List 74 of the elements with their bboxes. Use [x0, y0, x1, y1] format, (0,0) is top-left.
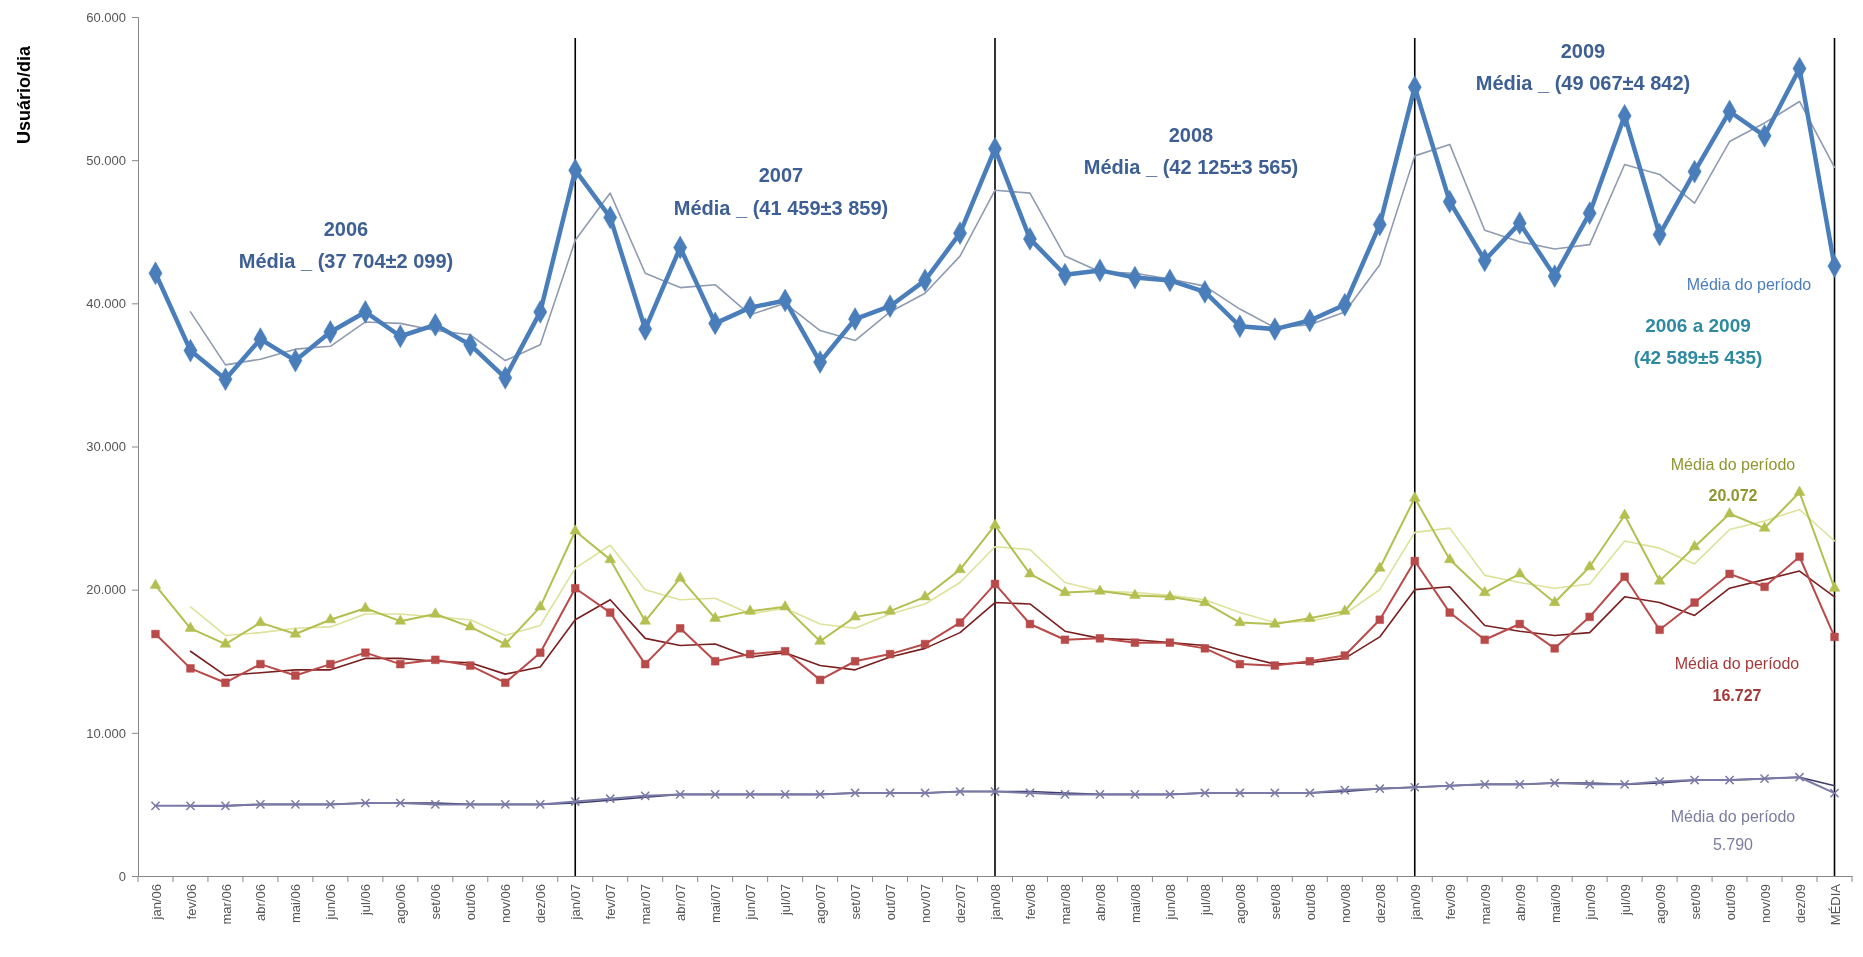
x-tick-label: set/07 [848, 884, 864, 920]
annotation: Média do período [1670, 456, 1796, 473]
x-tick-label: set/06 [428, 884, 444, 920]
x-tick-label: mar/09 [1477, 884, 1493, 925]
x-tick-label: jun/07 [743, 884, 759, 921]
y-tick-label: 60.000 [86, 9, 126, 25]
x-tick-label: jan/08 [988, 884, 1004, 921]
annotation: 2008 [1168, 124, 1214, 146]
annotation: Média do período [1674, 655, 1800, 672]
x-tick-label: dez/06 [533, 884, 549, 924]
annotation: Média do período [1670, 808, 1796, 825]
x-tick-label: jul/07 [778, 884, 794, 917]
x-tick-label: dez/09 [1792, 884, 1808, 924]
x-tick-label: MÉDIA [1827, 883, 1843, 926]
x-tick-label: ago/06 [393, 884, 409, 924]
x-tick-label: fev/06 [183, 884, 199, 920]
x-tick-label: jul/08 [1197, 884, 1213, 917]
x-tick-label: fev/09 [1442, 884, 1458, 920]
x-tick-label: dez/08 [1372, 884, 1388, 924]
x-tick-label: jul/09 [1617, 884, 1633, 917]
x-tick-label: jan/09 [1407, 884, 1423, 921]
x-tick-label: fev/07 [603, 884, 619, 920]
x-tick-label: mai/08 [1127, 884, 1143, 924]
annotation: Média _ (42 125±3 565) [1083, 156, 1299, 178]
y-tick-label: 20.000 [86, 582, 126, 598]
x-tick-label: mar/06 [218, 884, 234, 925]
y-tick-label: 40.000 [86, 295, 126, 311]
y-tick-label: 0 [118, 868, 126, 884]
x-tick-label: ago/09 [1652, 884, 1668, 924]
x-tick-label: jul/06 [358, 884, 374, 917]
x-tick-label: abr/08 [1092, 884, 1108, 921]
x-tick-label: out/06 [463, 884, 479, 921]
x-tick-label: nov/07 [918, 884, 934, 924]
annotation: 16.727 [1712, 687, 1762, 704]
annotation: (42 589±5 435) [1633, 347, 1763, 368]
y-tick-label: 50.000 [86, 152, 126, 168]
y-tick-label: 30.000 [86, 439, 126, 455]
x-tick-label: out/07 [883, 884, 899, 921]
x-tick-label: jun/09 [1582, 884, 1598, 921]
x-tick-label: jan/07 [568, 884, 584, 921]
x-tick-label: ago/08 [1232, 884, 1248, 924]
x-tick-label: out/09 [1722, 884, 1738, 921]
x-tick-label: jun/06 [323, 884, 339, 921]
x-tick-label: jun/08 [1162, 884, 1178, 921]
x-tick-label: set/09 [1687, 884, 1703, 920]
x-tick-label: nov/08 [1337, 884, 1353, 924]
x-tick-label: nov/06 [498, 884, 514, 924]
x-tick-label: abr/06 [253, 884, 269, 921]
x-tick-label: nov/09 [1757, 884, 1773, 924]
x-tick-label: mai/06 [288, 884, 304, 924]
annotation: Média do período [1686, 276, 1812, 293]
x-tick-label: mar/08 [1058, 884, 1074, 925]
annotation: 2006 [323, 218, 369, 240]
x-tick-label: fev/08 [1023, 884, 1039, 920]
y-tick-label: 10.000 [86, 725, 126, 741]
annotation: Média _ (41 459±3 859) [673, 197, 889, 219]
x-tick-label: abr/07 [673, 884, 689, 921]
annotation: 2009 [1560, 40, 1606, 62]
x-tick-label: set/08 [1267, 884, 1283, 920]
x-tick-label: ago/07 [813, 884, 829, 924]
annotation: 2007 [758, 164, 804, 186]
annotation: 20.072 [1708, 487, 1758, 504]
x-tick-label: mar/07 [638, 884, 654, 925]
x-tick-label: dez/07 [953, 884, 969, 924]
annotation: Média _ (49 067±4 842) [1475, 72, 1691, 94]
x-tick-label: out/08 [1302, 884, 1318, 921]
y-axis-title: Usuário/dia [14, 45, 34, 145]
annotation: Média _ (37 704±2 099) [238, 250, 454, 272]
x-tick-label: jan/06 [148, 884, 164, 921]
annotation: 2006 a 2009 [1645, 315, 1751, 336]
x-tick-label: mai/09 [1547, 884, 1563, 924]
x-tick-label: abr/09 [1512, 884, 1528, 921]
annotation: 5.790 [1712, 836, 1754, 853]
x-tick-label: mai/07 [708, 884, 724, 924]
